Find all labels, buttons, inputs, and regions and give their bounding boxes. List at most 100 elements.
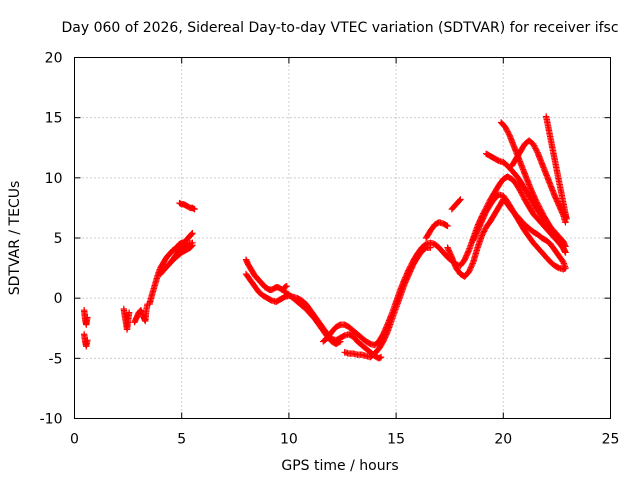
y-tick-label: -5: [49, 351, 63, 367]
data-point: [408, 264, 416, 271]
y-tick-label: 10: [45, 171, 63, 187]
data-point: [472, 231, 479, 239]
x-tick-label: 0: [70, 432, 79, 448]
data-point: [532, 197, 540, 205]
data-point: [473, 230, 480, 237]
data-point: [405, 272, 412, 279]
data-series: [80, 113, 570, 362]
data-point: [84, 314, 91, 321]
data-point: [463, 250, 471, 258]
data-point: [536, 204, 543, 212]
data-point: [528, 188, 535, 195]
data-point: [504, 128, 511, 135]
data-point: [446, 248, 453, 255]
data-point: [473, 228, 481, 236]
data-point: [408, 265, 415, 272]
series-s2: [80, 331, 91, 350]
data-point: [465, 268, 473, 275]
data-point: [283, 282, 290, 290]
data-point: [475, 224, 482, 232]
data-point: [478, 232, 486, 239]
series-s19: [508, 137, 569, 226]
data-point: [462, 255, 469, 262]
data-point: [406, 269, 413, 276]
series-s16: [448, 196, 464, 213]
data-point: [84, 337, 91, 344]
data-point: [467, 264, 475, 271]
data-point: [427, 244, 434, 251]
data-point: [554, 199, 562, 206]
data-point: [474, 227, 481, 234]
data-point: [468, 261, 476, 269]
data-point: [531, 193, 538, 200]
x-axis-ticks: 0 5 10 15 20 25: [70, 57, 620, 448]
data-point: [402, 277, 410, 285]
series-s11: [281, 288, 344, 348]
data-point: [189, 239, 196, 247]
data-point: [518, 190, 526, 198]
data-point: [383, 331, 390, 338]
data-point: [190, 205, 197, 212]
data-point: [479, 230, 486, 238]
data-point: [562, 264, 569, 272]
data-point: [191, 205, 198, 213]
data-point: [470, 237, 477, 244]
data-point: [471, 234, 478, 241]
data-point: [480, 229, 487, 236]
series-s7: [167, 239, 196, 266]
data-point: [463, 252, 470, 259]
data-point: [531, 194, 539, 202]
data-point: [534, 200, 541, 207]
data-point: [530, 142, 538, 149]
data-point: [401, 280, 408, 287]
data-point: [562, 219, 569, 226]
data-point: [480, 228, 488, 235]
data-point: [404, 273, 411, 281]
data-point: [336, 338, 343, 346]
series-s9: [242, 256, 290, 293]
data-point: [188, 230, 195, 238]
data-point: [337, 338, 344, 345]
y-tick-label: 0: [54, 291, 63, 307]
data-point: [476, 223, 483, 230]
data-point: [535, 203, 543, 210]
data-point: [189, 229, 196, 237]
data-point: [381, 334, 389, 341]
data-point: [469, 260, 476, 267]
data-point: [476, 222, 484, 229]
data-point: [380, 336, 388, 344]
data-point: [457, 196, 464, 203]
data-point: [527, 186, 535, 194]
y-tick-label: 15: [45, 111, 63, 127]
y-tick-label: 5: [54, 231, 63, 247]
data-point: [479, 216, 486, 223]
data-point: [125, 309, 133, 316]
data-point: [505, 131, 513, 138]
series-s5: [146, 229, 196, 308]
data-point: [561, 248, 568, 255]
data-point: [380, 338, 387, 345]
series-s18: [497, 119, 569, 256]
y-axis-ticks: -10 -5 0 5 10 15 20: [40, 51, 611, 428]
data-point: [383, 330, 391, 337]
grid: [74, 57, 611, 419]
data-point: [531, 143, 538, 151]
data-point: [479, 215, 487, 222]
data-point: [464, 249, 471, 256]
data-point: [478, 219, 485, 226]
series-s8: [176, 199, 198, 213]
series-s3: [120, 305, 133, 333]
data-point: [467, 265, 474, 273]
x-tick-label: 10: [280, 432, 298, 448]
data-point: [551, 192, 558, 200]
data-point: [381, 335, 388, 342]
x-axis-label: GPS time / hours: [281, 458, 398, 474]
data-point: [533, 147, 541, 155]
series-s20: [542, 113, 570, 222]
data-point: [376, 354, 384, 361]
x-tick-label: 25: [602, 432, 620, 448]
data-point: [402, 279, 409, 286]
data-point: [481, 212, 488, 219]
data-point: [561, 265, 568, 272]
